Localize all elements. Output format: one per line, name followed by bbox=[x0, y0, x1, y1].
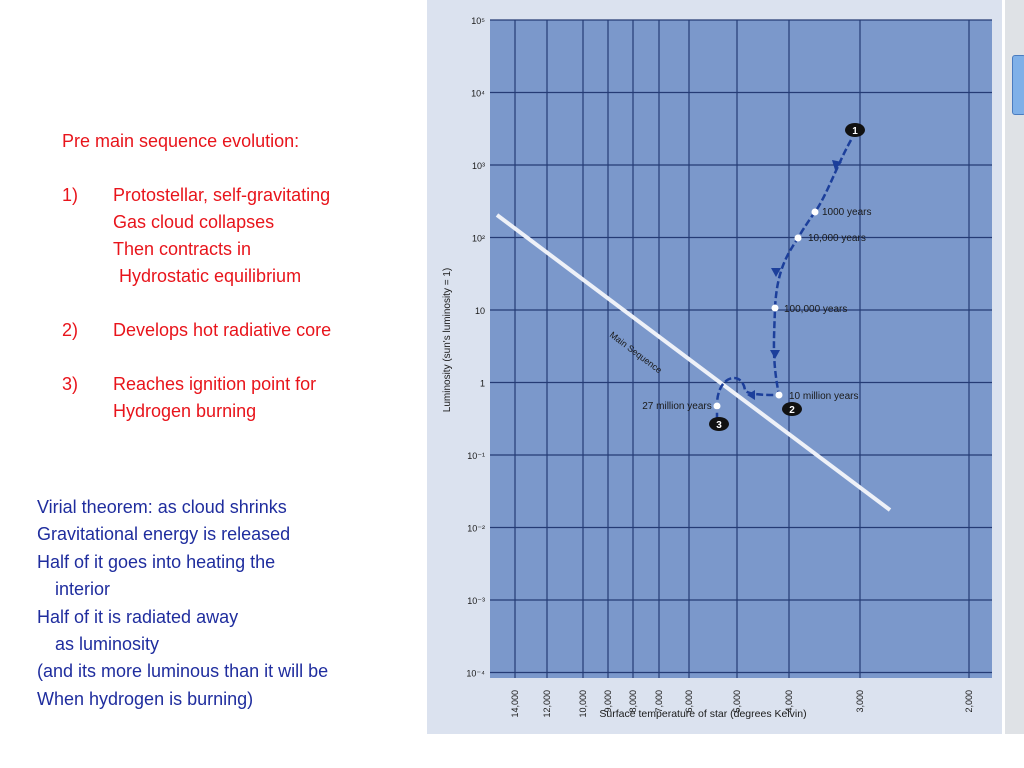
virial-theorem-notes: Virial theorem: as cloud shrinks Gravita… bbox=[37, 494, 328, 713]
svg-text:2: 2 bbox=[789, 405, 795, 416]
x-tick-label: 10,000 bbox=[578, 690, 588, 718]
track-point bbox=[794, 234, 802, 242]
svg-text:3: 3 bbox=[716, 420, 722, 431]
y-tick-label: 10⁻⁴ bbox=[466, 669, 485, 679]
x-axis-label: Surface temperature of star (degrees Kel… bbox=[599, 708, 806, 720]
virial-line: Half of it is radiated away bbox=[37, 606, 239, 627]
track-point bbox=[713, 402, 721, 410]
x-tick-label: 7,000 bbox=[654, 690, 664, 713]
y-tick-label: 10² bbox=[472, 234, 485, 244]
scrollbar-thumb[interactable] bbox=[1012, 55, 1024, 115]
x-tick-labels: 14,000 12,000 10,000 9,000 8,000 7,000 6,000 5,… bbox=[510, 690, 974, 718]
track-arrow bbox=[832, 160, 842, 170]
x-tick-label: 6,000 bbox=[684, 690, 694, 713]
x-tick-label: 2,000 bbox=[964, 690, 974, 713]
y-axis-label: Luminosity (sun's luminosity = 1) bbox=[442, 268, 453, 412]
item-line: Develops hot radiative core bbox=[113, 320, 332, 340]
plot-area bbox=[490, 20, 992, 678]
y-tick-label: 10⁻² bbox=[467, 524, 485, 534]
track-point bbox=[811, 208, 819, 216]
x-tick-label: 9,000 bbox=[603, 690, 613, 713]
annotation-10000-years: 10,000 years bbox=[808, 233, 866, 244]
marker-1: 1 bbox=[845, 123, 865, 137]
svg-text:1: 1 bbox=[852, 126, 858, 137]
item-number: 1) bbox=[62, 185, 79, 205]
x-tick-label: 4,000 bbox=[784, 690, 794, 713]
grid bbox=[490, 19, 992, 678]
marker-2: 2 bbox=[782, 402, 802, 416]
annotation-10-million-years: 10 million years bbox=[789, 391, 858, 402]
notes-heading: Pre main sequence evolution: bbox=[62, 131, 300, 151]
y-tick-label: 10⁻¹ bbox=[467, 451, 485, 461]
pre-main-sequence-notes: Pre main sequence evolution: 1) Protostel… bbox=[62, 128, 331, 425]
item-line: Gas cloud collapses bbox=[113, 212, 275, 232]
annotation-100000-years: 100,000 years bbox=[784, 304, 847, 315]
item-line: Then contracts in bbox=[113, 239, 252, 259]
item-line: Hydrostatic equilibrium bbox=[119, 266, 302, 286]
y-tick-label: 10⁵ bbox=[471, 16, 485, 26]
virial-line: as luminosity bbox=[55, 634, 160, 655]
item-line: Hydrogen burning bbox=[113, 401, 257, 421]
y-tick-label: 10⁴ bbox=[471, 89, 485, 99]
x-tick-label: 8,000 bbox=[628, 690, 638, 713]
virial-line: When hydrogen is burning) bbox=[37, 688, 254, 709]
track-point bbox=[775, 391, 783, 399]
scrollbar-track[interactable] bbox=[1005, 0, 1024, 734]
item-line: Reaches ignition point for bbox=[113, 374, 317, 394]
virial-line: Gravitational energy is released bbox=[37, 524, 291, 545]
y-tick-labels: 10⁵ 10⁴ 10³ 10² 10 1 10⁻¹ 10⁻² 10⁻³ 10⁻⁴ bbox=[466, 16, 485, 679]
virial-line: (and its more luminous than it will be bbox=[37, 661, 329, 682]
y-tick-label: 1 bbox=[480, 379, 485, 389]
y-tick-label: 10 bbox=[475, 306, 485, 316]
item-line: Protostellar, self-gravitating bbox=[113, 185, 331, 205]
x-tick-label: 12,000 bbox=[542, 690, 552, 718]
y-tick-label: 10⁻³ bbox=[467, 596, 485, 606]
track-arrow bbox=[771, 268, 781, 277]
virial-line: interior bbox=[55, 579, 111, 600]
track-arrow bbox=[770, 350, 780, 359]
track-point bbox=[771, 304, 779, 312]
item-number: 2) bbox=[62, 320, 79, 340]
x-tick-label: 5,000 bbox=[732, 690, 742, 713]
virial-line: Virial theorem: as cloud shrinks bbox=[37, 497, 287, 517]
x-tick-label: 3,000 bbox=[855, 690, 865, 713]
annotation-27-million-years: 27 million years bbox=[642, 401, 711, 412]
marker-3: 3 bbox=[709, 417, 729, 431]
annotation-1000-years: 1000 years bbox=[822, 207, 871, 218]
track-arrow bbox=[747, 390, 755, 400]
main-sequence-line bbox=[495, 213, 892, 512]
virial-line: Half of it goes into heating the bbox=[37, 551, 276, 572]
y-tick-label: 10³ bbox=[472, 161, 485, 171]
x-tick-label: 14,000 bbox=[510, 690, 520, 718]
item-number: 3) bbox=[62, 374, 79, 394]
